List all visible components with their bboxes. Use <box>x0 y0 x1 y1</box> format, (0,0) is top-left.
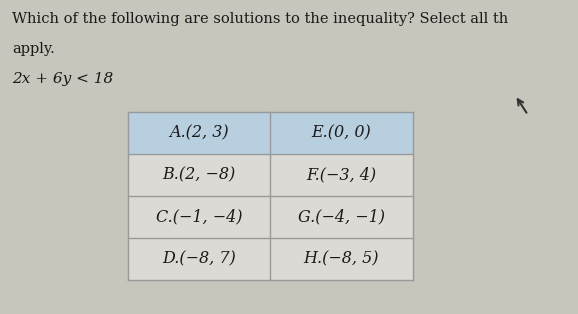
Text: H.(−8, 5): H.(−8, 5) <box>304 251 379 268</box>
Bar <box>128 154 413 196</box>
Text: F.(−3, 4): F.(−3, 4) <box>306 166 376 183</box>
Text: D.(−8, 7): D.(−8, 7) <box>162 251 236 268</box>
Text: A.(2, 3): A.(2, 3) <box>169 124 229 142</box>
Bar <box>128 112 413 154</box>
Text: apply.: apply. <box>12 42 55 56</box>
Bar <box>128 238 413 280</box>
Bar <box>128 196 413 238</box>
Text: C.(−1, −4): C.(−1, −4) <box>155 208 242 225</box>
Text: Which of the following are solutions to the inequality? Select all th: Which of the following are solutions to … <box>12 12 508 26</box>
Text: 2x + 6y < 18: 2x + 6y < 18 <box>12 72 113 86</box>
Text: G.(−4, −1): G.(−4, −1) <box>298 208 385 225</box>
Text: E.(0, 0): E.(0, 0) <box>312 124 372 142</box>
Text: B.(2, −8): B.(2, −8) <box>162 166 236 183</box>
